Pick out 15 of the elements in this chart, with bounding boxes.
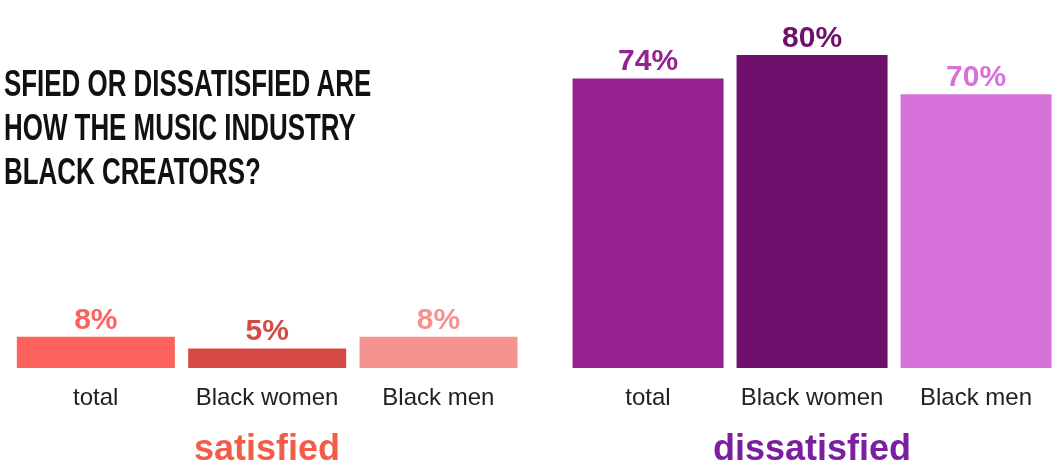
data-label: 74% bbox=[618, 43, 679, 77]
data-label: 8% bbox=[416, 301, 461, 335]
chart-title: SFIED OR DISSATISFIED ARE HOW THE MUSIC INDUSTRY BLACK CREATORS? bbox=[4, 62, 372, 194]
x-tick-label: Black women bbox=[740, 383, 884, 411]
x-tick-label: Black women bbox=[195, 383, 339, 411]
x-tick-label: Black men bbox=[382, 383, 495, 411]
x-tick-label: total bbox=[625, 383, 671, 411]
data-label: 80% bbox=[782, 20, 843, 53]
x-axis-title: dissatisfied bbox=[711, 427, 913, 468]
data-label: 8% bbox=[74, 301, 118, 335]
data-label: 5% bbox=[245, 313, 289, 347]
x-axis-title: satisfied bbox=[192, 427, 342, 468]
x-tick-label: Black men bbox=[919, 383, 1033, 411]
data-label: 70% bbox=[946, 59, 1007, 93]
x-tick-label: total bbox=[72, 383, 119, 411]
